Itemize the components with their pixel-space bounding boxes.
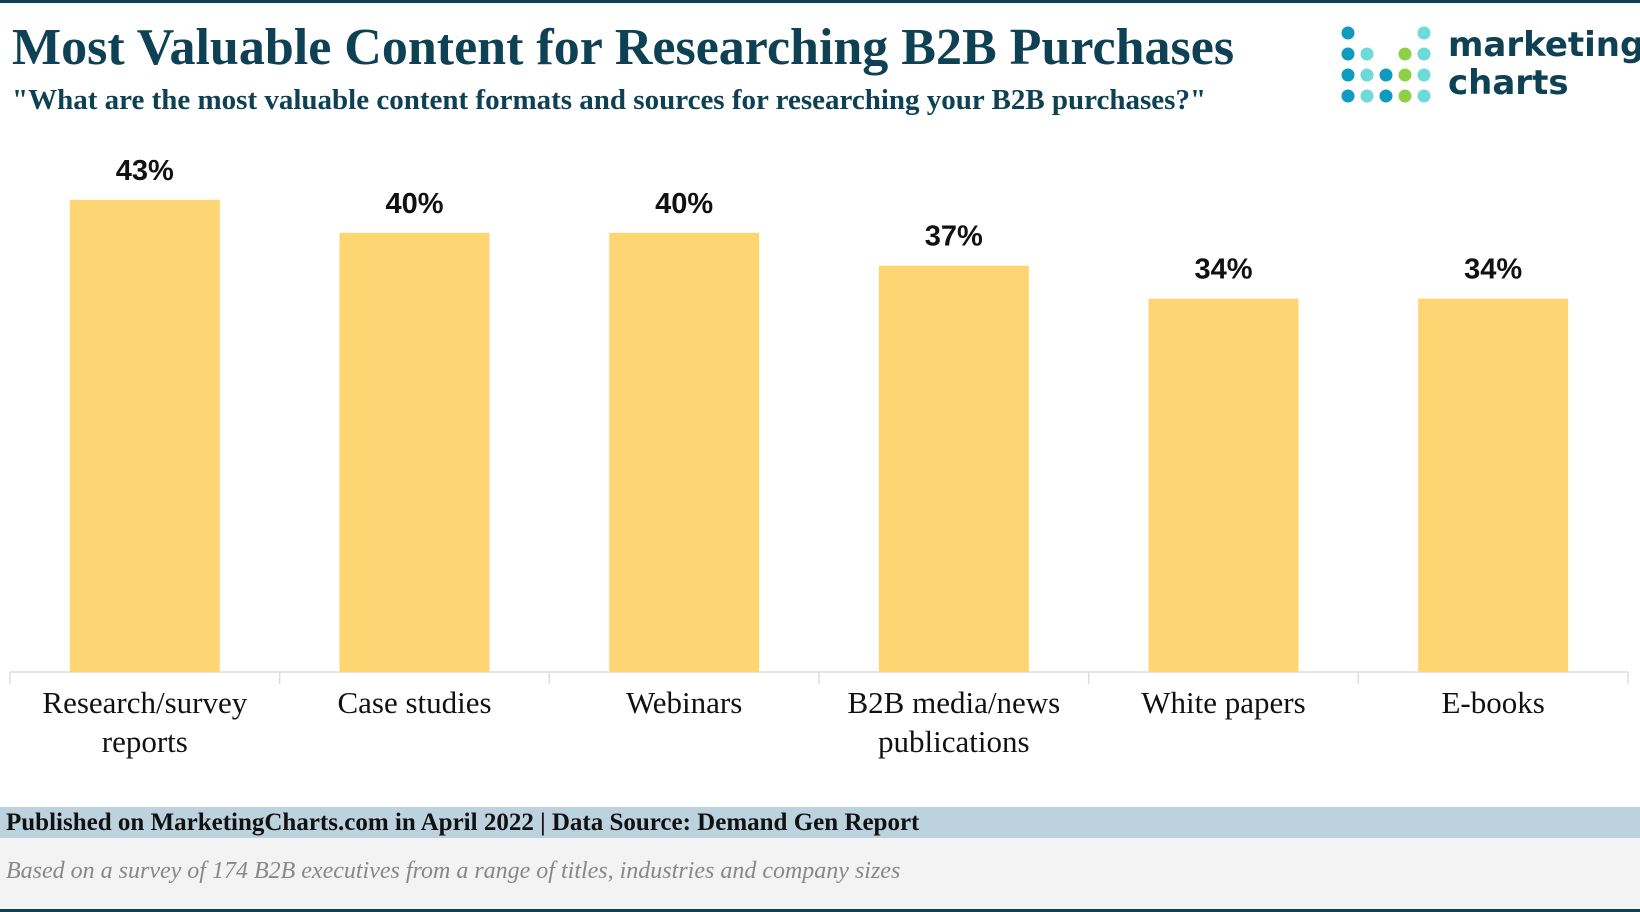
- logo-dot: [1398, 89, 1412, 103]
- logo-dot: [1360, 68, 1374, 82]
- value-label: 40%: [655, 188, 713, 220]
- category-label-line: reports: [102, 724, 188, 759]
- bar-4: [878, 265, 1029, 672]
- source-text: Published on MarketingCharts.com in Apri…: [6, 809, 920, 836]
- category-label-line: E-books: [1442, 685, 1545, 720]
- bar-5: [1148, 298, 1299, 672]
- logo-dot: [1379, 89, 1393, 103]
- chart-subtitle: "What are the most valuable content form…: [12, 84, 1207, 116]
- category-label-line: publications: [878, 724, 1030, 759]
- chart-title: Most Valuable Content for Researching B2…: [12, 19, 1235, 76]
- logo-dot: [1379, 68, 1393, 82]
- category-label-line: White papers: [1141, 685, 1305, 720]
- category-label-line: Research/survey: [42, 685, 247, 720]
- logo-dot: [1360, 89, 1374, 103]
- top-border: [0, 0, 1640, 3]
- logo-dot: [1417, 89, 1431, 103]
- logo-dot: [1398, 47, 1412, 61]
- source-band: Published on MarketingCharts.com in Apri…: [0, 807, 1640, 838]
- value-label: 37%: [925, 221, 983, 253]
- logo-dot: [1341, 68, 1355, 82]
- note-band: Based on a survey of 174 B2B executives …: [0, 838, 1640, 910]
- category-label-line: Webinars: [626, 685, 742, 720]
- logo-dot: [1341, 89, 1355, 103]
- logo-dot: [1398, 68, 1412, 82]
- category-label: Research/survey reports: [42, 685, 247, 759]
- logo-dots-icon: [1341, 26, 1431, 103]
- logo-line2: charts: [1448, 63, 1569, 103]
- category-label: Webinars: [626, 685, 742, 720]
- logo-dot: [1417, 26, 1431, 40]
- category-label-line: B2B media/news: [847, 685, 1060, 720]
- category-label: B2B media/news publications: [847, 685, 1060, 759]
- bar-2: [339, 232, 490, 673]
- category-label: White papers: [1141, 685, 1305, 720]
- logo-dot: [1417, 68, 1431, 82]
- marketingcharts-logo: marketing charts: [1340, 24, 1640, 104]
- bottom-border: [0, 909, 1640, 912]
- value-label: 40%: [385, 188, 443, 220]
- bar-3: [609, 232, 760, 673]
- logo-text: marketing charts: [1448, 26, 1640, 102]
- logo-dot: [1341, 47, 1355, 61]
- value-label: 34%: [1194, 254, 1252, 286]
- value-label: 43%: [116, 155, 174, 187]
- bar-chart: 43% Research/survey reports 40% Case studies…: [9, 155, 1629, 759]
- logo-line1: marketing: [1448, 25, 1640, 65]
- logo-dot: [1341, 26, 1355, 40]
- logo-dot: [1417, 47, 1431, 61]
- category-label-line: Case studies: [337, 685, 491, 720]
- bar-6: [1418, 298, 1569, 672]
- survey-note: Based on a survey of 174 B2B executives …: [6, 858, 901, 884]
- category-label: Case studies: [337, 685, 491, 720]
- category-label: E-books: [1442, 685, 1545, 720]
- logo-dot: [1360, 47, 1374, 61]
- value-label: 34%: [1464, 254, 1522, 286]
- bar-1: [69, 199, 220, 673]
